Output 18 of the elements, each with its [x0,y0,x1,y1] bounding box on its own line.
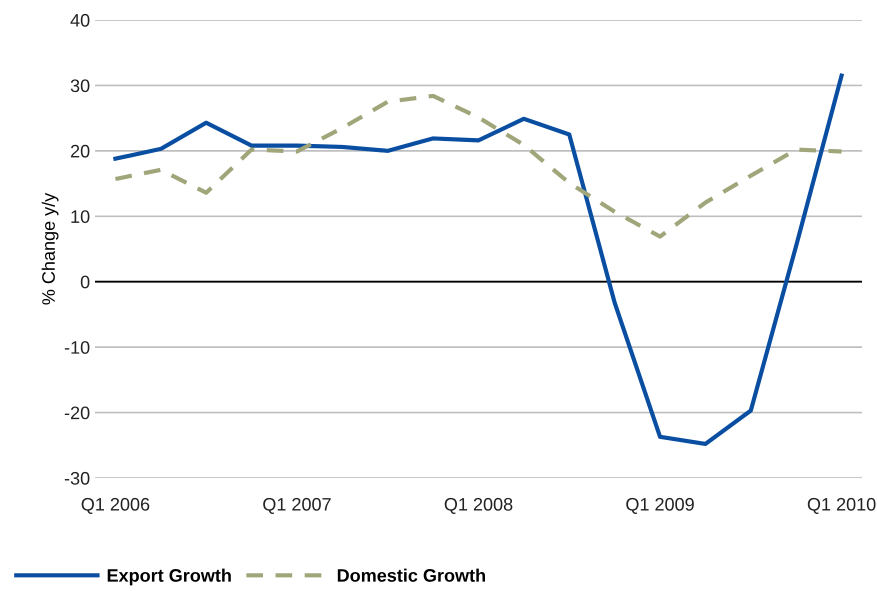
y-tick-label: 10 [71,210,90,224]
y-tick-label: -20 [64,406,90,420]
y-tick-label: 0 [80,276,90,288]
legend-label: Export Growth [108,568,231,586]
legend-label: Domestic Growth [338,568,485,582]
line-series [113,94,844,239]
x-tick-label: Q1 2009 [626,498,694,514]
x-tick-label: Q1 2008 [444,498,512,514]
y-tick-label: 30 [70,79,90,92]
x-tick-label: Q1 2006 [82,498,150,514]
y-tick-label: 40 [70,14,90,27]
x-tick-label: Q1 2007 [263,498,331,514]
y-tick-label: -10 [64,341,90,354]
y-tick-label: 20 [70,144,90,158]
x-tick-label: Q1 2010 [808,498,876,514]
y-axis-title: % Change y/y [42,192,58,305]
y-tick-label: -30 [64,472,90,485]
line-series [113,74,844,446]
